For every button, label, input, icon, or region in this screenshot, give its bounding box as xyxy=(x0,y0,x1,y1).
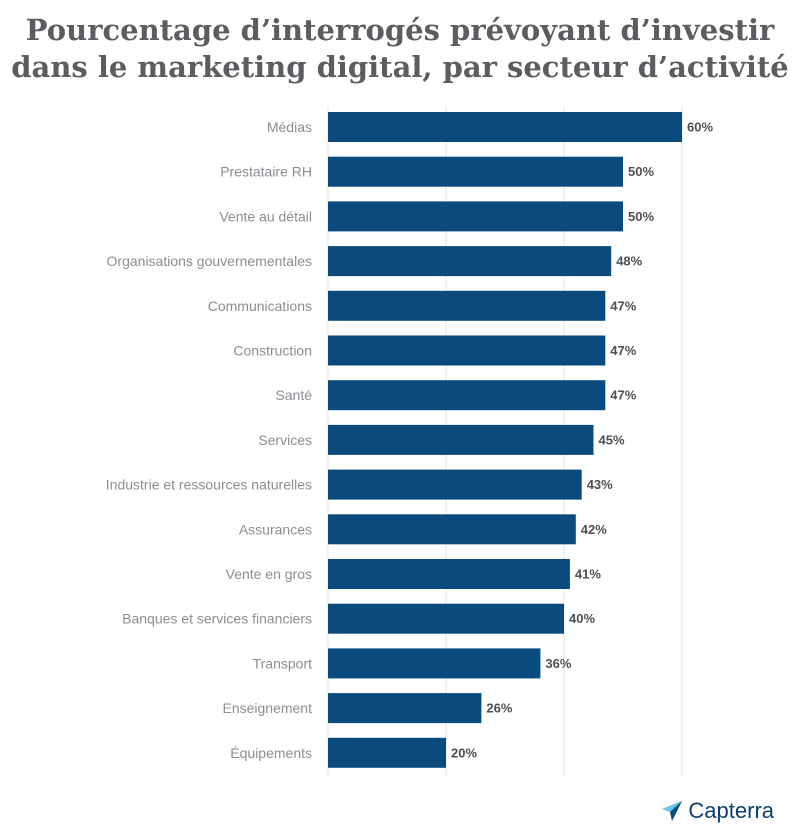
category-label: Communications xyxy=(208,298,312,314)
category-label: Organisations gouvernementales xyxy=(107,253,312,269)
value-label: 48% xyxy=(616,254,642,269)
value-label: 40% xyxy=(569,611,595,626)
value-label: 50% xyxy=(628,164,654,179)
value-label: 43% xyxy=(587,477,613,492)
category-label: Vente en gros xyxy=(226,566,312,582)
value-label: 50% xyxy=(628,209,654,224)
category-label: Services xyxy=(258,432,312,448)
value-label: 47% xyxy=(610,298,636,313)
value-label: 36% xyxy=(545,656,571,671)
chart-title-line-1: Pourcentage d’interrogés prévoyant d’inv… xyxy=(25,13,775,47)
capterra-arrow-icon xyxy=(662,801,683,821)
value-label: 42% xyxy=(581,522,607,537)
bar xyxy=(328,648,541,679)
category-label: Prestataire RH xyxy=(220,164,312,180)
category-label: Banques et services financiers xyxy=(122,611,312,627)
bar xyxy=(328,290,606,321)
category-label: Enseignement xyxy=(222,700,312,716)
bar xyxy=(328,112,682,142)
bar xyxy=(328,380,606,411)
value-label: 26% xyxy=(486,701,512,716)
bar xyxy=(328,469,582,500)
value-label: 47% xyxy=(610,388,636,403)
bar xyxy=(328,693,482,724)
bar xyxy=(328,424,594,455)
category-label: Équipements xyxy=(230,745,312,761)
category-label: Santé xyxy=(275,387,312,403)
capterra-logo: Capterra xyxy=(661,798,774,824)
chart-title: Pourcentage d’interrogés prévoyant d’inv… xyxy=(0,12,800,86)
bar xyxy=(328,156,623,187)
value-label: 45% xyxy=(599,432,625,447)
category-label: Transport xyxy=(253,655,313,671)
bar xyxy=(328,559,570,589)
category-label: Assurances xyxy=(239,521,312,537)
value-label: 47% xyxy=(610,343,636,358)
category-label: Construction xyxy=(233,343,312,359)
chart-title-line-2: dans le marketing digital, par secteur d… xyxy=(11,50,789,84)
bar xyxy=(328,603,564,634)
bar xyxy=(328,246,612,277)
bar xyxy=(328,737,446,768)
value-label: 60% xyxy=(687,120,713,135)
category-label: Vente au détail xyxy=(219,208,312,224)
value-label: 20% xyxy=(451,745,477,760)
category-label: Industrie et ressources naturelles xyxy=(106,477,312,493)
capterra-wordmark: Capterra xyxy=(688,798,774,823)
bar xyxy=(328,514,576,545)
value-label: 41% xyxy=(575,567,601,582)
bar xyxy=(328,335,606,366)
bar xyxy=(328,201,623,232)
category-label: Médias xyxy=(267,119,312,135)
